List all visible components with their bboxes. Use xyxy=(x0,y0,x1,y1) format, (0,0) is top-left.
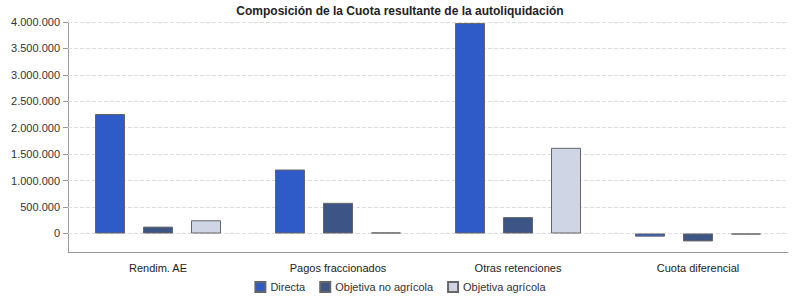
svg-text:3.500.000: 3.500.000 xyxy=(11,42,60,54)
svg-text:Objetiva agrícola: Objetiva agrícola xyxy=(463,281,546,293)
svg-text:Composición de la Cuota result: Composición de la Cuota resultante de la… xyxy=(236,4,563,18)
svg-text:Directa: Directa xyxy=(270,281,306,293)
svg-text:1.500.000: 1.500.000 xyxy=(11,148,60,160)
svg-text:Pagos fraccionados: Pagos fraccionados xyxy=(290,262,387,274)
svg-text:2.000.000: 2.000.000 xyxy=(11,122,60,134)
svg-text:Cuota diferencial: Cuota diferencial xyxy=(657,262,740,274)
svg-text:Objetiva no agrícola: Objetiva no agrícola xyxy=(335,281,434,293)
svg-text:0: 0 xyxy=(54,227,60,239)
svg-text:Rendim. AE: Rendim. AE xyxy=(129,262,187,274)
svg-text:500.000: 500.000 xyxy=(20,201,60,213)
svg-text:1.000.000: 1.000.000 xyxy=(11,175,60,187)
svg-text:4.000.000: 4.000.000 xyxy=(11,16,60,28)
svg-text:2.500.000: 2.500.000 xyxy=(11,95,60,107)
svg-text:Otras retenciones: Otras retenciones xyxy=(475,262,562,274)
svg-text:3.000.000: 3.000.000 xyxy=(11,69,60,81)
